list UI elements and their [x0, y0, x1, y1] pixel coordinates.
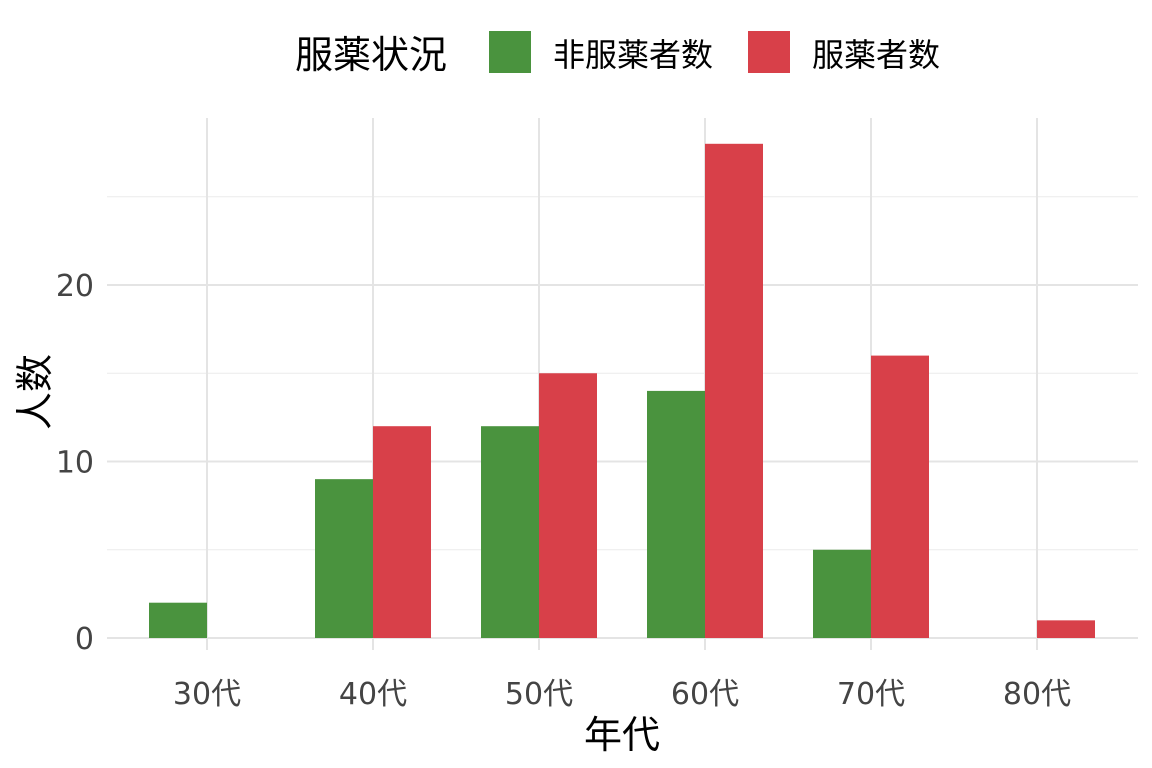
x-tick-label: 70代 — [837, 677, 905, 712]
y-tick-labels: 0 10 20 — [56, 269, 94, 657]
y-tick-label: 10 — [56, 446, 94, 481]
y-tick-label: 0 — [75, 622, 94, 657]
x-tick-label: 30代 — [173, 677, 241, 712]
bar-non-medicated-30代 — [149, 602, 207, 638]
legend-swatch-non-medicated — [489, 31, 531, 73]
y-axis-title: 人数 — [13, 354, 57, 430]
bar-non-medicated-60代 — [647, 390, 705, 638]
x-tick-label: 60代 — [671, 677, 739, 712]
y-tick-label: 20 — [56, 269, 94, 304]
x-tick-labels: 30代 40代 50代 60代 70代 80代 — [173, 677, 1071, 712]
bar-non-medicated-50代 — [481, 426, 539, 638]
bar-medicated-60代 — [705, 143, 763, 639]
legend-label-non-medicated: 非服薬者数 — [553, 36, 713, 74]
bar-medicated-70代 — [871, 355, 929, 638]
legend-title: 服薬状況 — [295, 33, 447, 77]
x-tick-label: 50代 — [505, 677, 573, 712]
bar-medicated-80代 — [1037, 620, 1095, 638]
x-tick-label: 80代 — [1003, 677, 1071, 712]
legend-swatch-medicated — [748, 31, 790, 73]
legend: 服薬状況 非服薬者数 服薬者数 — [295, 31, 940, 77]
bar-medicated-50代 — [539, 373, 597, 638]
legend-label-medicated: 服薬者数 — [812, 36, 940, 74]
bar-non-medicated-40代 — [315, 479, 373, 638]
bar-non-medicated-70代 — [813, 549, 871, 638]
x-axis-title: 年代 — [584, 713, 660, 757]
bar-medicated-40代 — [373, 426, 431, 638]
bars — [149, 143, 1095, 639]
x-tick-label: 40代 — [339, 677, 407, 712]
grid-lines — [107, 118, 1138, 650]
